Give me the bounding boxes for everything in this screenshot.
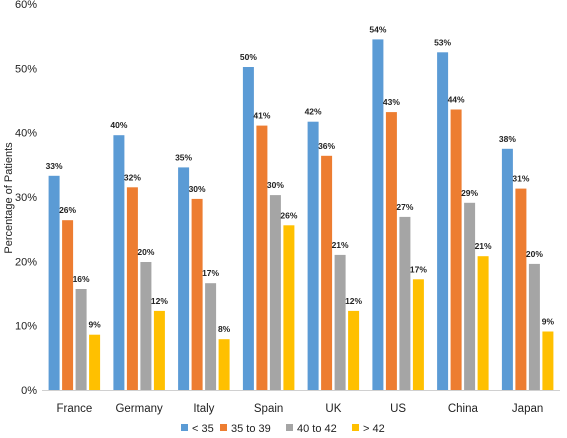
data-label: 27%: [396, 202, 413, 212]
bars: [48, 39, 554, 391]
x-category-label: Japan: [512, 403, 543, 415]
bar: [62, 220, 74, 390]
y-axis-ticks: 0% 10% 20% 30% 40% 50% 60%: [15, 0, 37, 397]
legend-label: > 42: [363, 423, 385, 435]
data-labels: 33% 26% 16% 9% 40% 32% 20% 12% 35% 30% 17% 8% 50% 41%…: [46, 24, 555, 334]
bar: [450, 109, 462, 390]
bar: [283, 225, 295, 390]
bar: [528, 263, 540, 390]
bar: [464, 202, 476, 390]
y-tick-label: 50%: [15, 63, 37, 75]
bar: [126, 187, 138, 390]
y-tick-label: 0%: [21, 385, 37, 397]
bar: [256, 125, 268, 390]
bar: [89, 334, 101, 390]
bar: [412, 279, 424, 390]
data-label: 17%: [410, 264, 427, 274]
bar: [75, 289, 87, 390]
bar: [515, 188, 527, 390]
x-category-label: Italy: [193, 403, 214, 415]
data-label: 40%: [110, 120, 127, 130]
data-label: 38%: [499, 134, 516, 144]
legend-swatch: [181, 424, 188, 431]
legend-swatch: [352, 424, 359, 431]
data-label: 35%: [175, 152, 192, 162]
bar: [437, 52, 449, 391]
bar: [178, 167, 190, 390]
legend-swatch: [286, 424, 293, 431]
data-label: 20%: [526, 249, 543, 259]
y-tick-label: 20%: [15, 256, 37, 268]
legend: < 35 35 to 39 40 to 42 > 42: [181, 423, 385, 435]
legend-label: 40 to 42: [297, 423, 337, 435]
data-label: 21%: [332, 240, 349, 250]
data-label: 50%: [240, 52, 257, 62]
data-label: 16%: [73, 274, 90, 284]
bar: [348, 310, 360, 390]
legend-swatch: [220, 424, 227, 431]
data-label: 54%: [369, 24, 386, 34]
legend-label: < 35: [192, 423, 214, 435]
data-label: 17%: [202, 268, 219, 278]
data-label: 9%: [542, 317, 555, 327]
bar: [307, 121, 319, 390]
data-label: 44%: [448, 95, 465, 105]
data-label: 36%: [318, 141, 335, 151]
x-axis-categories: France Germany Italy Spain UK US China Japan: [57, 403, 544, 415]
y-tick-label: 60%: [15, 0, 37, 11]
bar: [334, 254, 346, 390]
data-label: 31%: [512, 174, 529, 184]
y-tick-label: 10%: [15, 321, 37, 333]
data-label: 9%: [88, 320, 101, 330]
y-tick-label: 30%: [15, 192, 37, 204]
data-label: 32%: [124, 172, 141, 182]
data-label: 30%: [189, 184, 206, 194]
data-label: 41%: [253, 111, 270, 121]
data-label: 26%: [280, 210, 297, 220]
bar: [542, 331, 554, 390]
bar: [218, 339, 230, 390]
data-label: 20%: [137, 247, 154, 257]
bar: [321, 155, 333, 390]
x-category-label: France: [57, 403, 93, 415]
data-label: 43%: [383, 97, 400, 107]
bar: [205, 283, 217, 390]
data-label: 53%: [434, 37, 451, 47]
data-label: 30%: [267, 180, 284, 190]
bar: [113, 135, 125, 390]
legend-label: 35 to 39: [231, 423, 271, 435]
data-label: 42%: [305, 107, 322, 117]
bar: [372, 39, 384, 391]
data-label: 12%: [151, 296, 168, 306]
bar: [501, 148, 513, 391]
bar: [140, 262, 152, 390]
bar: [477, 256, 489, 390]
data-label: 12%: [345, 296, 362, 306]
x-category-label: Spain: [254, 403, 283, 415]
y-tick-label: 40%: [15, 128, 37, 140]
y-axis-label: Percentage of Patients: [3, 142, 15, 254]
bar: [153, 310, 165, 390]
bar: [385, 112, 397, 390]
data-label: 33%: [46, 161, 63, 171]
data-label: 29%: [461, 188, 478, 198]
data-label: 26%: [59, 205, 76, 215]
bar: [269, 195, 281, 390]
bar: [242, 67, 254, 390]
x-category-label: US: [390, 403, 406, 415]
data-label: 21%: [475, 241, 492, 251]
bar: [48, 175, 60, 390]
data-label: 8%: [218, 324, 231, 334]
bar: [399, 216, 411, 390]
x-category-label: China: [448, 403, 479, 415]
x-category-label: UK: [325, 403, 341, 415]
x-category-label: Germany: [115, 403, 163, 415]
bar: [191, 198, 203, 390]
